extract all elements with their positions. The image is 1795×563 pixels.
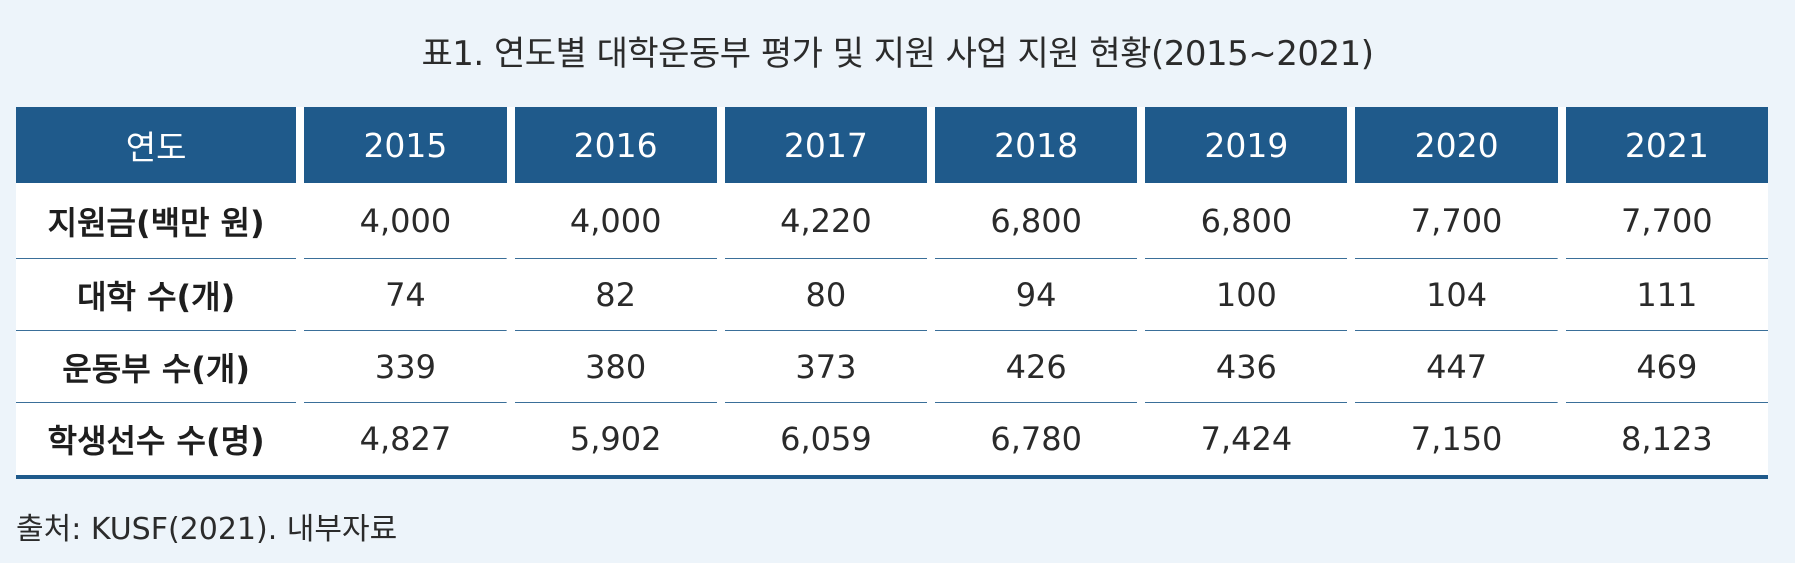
table-row-teams: 운동부 수(개) 339 380 373 426 436 447 469: [16, 331, 1768, 403]
source-note: 출처: KUSF(2021). 내부자료: [16, 512, 398, 547]
table-title: 표1. 연도별 대학운동부 평가 및 지원 사업 지원 현황(2015~2021…: [421, 34, 1374, 74]
table-cell: 4,000: [506, 183, 717, 259]
table-cell: 4,000: [296, 183, 507, 259]
data-table: 연도 2015 2016 2017 2018 2019 2020 2021 지원…: [16, 107, 1768, 479]
header-row: 연도 2015 2016 2017 2018 2019 2020 2021: [16, 107, 1768, 183]
header-cell-year-label: 연도: [16, 107, 297, 183]
table-cell: 469: [1557, 331, 1768, 403]
table-cell: 82: [506, 259, 717, 331]
header-cell-year: 2015: [296, 107, 507, 183]
table-cell: 100: [1137, 259, 1348, 331]
table-cell: 111: [1557, 259, 1768, 331]
row-label: 학생선수 수(명): [47, 422, 265, 460]
table-cell: 7,700: [1557, 183, 1768, 259]
table-cell: 4,220: [716, 183, 928, 259]
table-cell: 8,123: [1557, 403, 1768, 475]
table-cell: 6,800: [927, 183, 1138, 259]
table-cell: 5,902: [506, 403, 717, 475]
header-cell-year: 2017: [716, 107, 928, 183]
table-cell: 7,424: [1137, 403, 1347, 475]
table-cell: 104: [1347, 259, 1558, 331]
table-cell: 7,700: [1347, 183, 1558, 259]
table-cell: 339: [296, 331, 507, 403]
table-cell: 426: [927, 331, 1138, 403]
header-cell-year: 2021: [1557, 107, 1768, 183]
table-cell: 6,780: [927, 403, 1137, 475]
header-cell-year: 2019: [1137, 107, 1348, 183]
table-row-universities: 대학 수(개) 74 82 80 94 100 104 111: [16, 259, 1768, 331]
row-label: 운동부 수(개): [16, 331, 297, 403]
table-cell: 373: [716, 331, 928, 403]
table-row-funding: 지원금(백만 원) 4,000 4,000 4,220 6,800 6,800 …: [16, 183, 1768, 259]
row-label: 지원금(백만 원): [16, 183, 297, 259]
table-cell: 94: [927, 259, 1138, 331]
header-cell-year: 2020: [1347, 107, 1558, 183]
table-cell: 6,059: [716, 403, 927, 475]
table-cell: 80: [716, 259, 928, 331]
table-cell: 74: [296, 259, 507, 331]
table-cell: 380: [506, 331, 717, 403]
table-cell: 447: [1347, 331, 1558, 403]
table-row-athletes: 학생선수 수(명) 4,827 5,902 6,059 6,780 7,424 …: [16, 403, 1768, 475]
row-label: 대학 수(개): [16, 259, 297, 331]
header-cell-year: 2018: [927, 107, 1138, 183]
table-cell: 4,827: [296, 403, 506, 475]
header-cell-year: 2016: [506, 107, 717, 183]
table-cell: 6,800: [1137, 183, 1348, 259]
support-status-table: 연도 2015 2016 2017 2018 2019 2020 2021 지원…: [16, 107, 1768, 475]
table-cell: 7,150: [1347, 403, 1557, 475]
table-cell: 436: [1137, 331, 1348, 403]
